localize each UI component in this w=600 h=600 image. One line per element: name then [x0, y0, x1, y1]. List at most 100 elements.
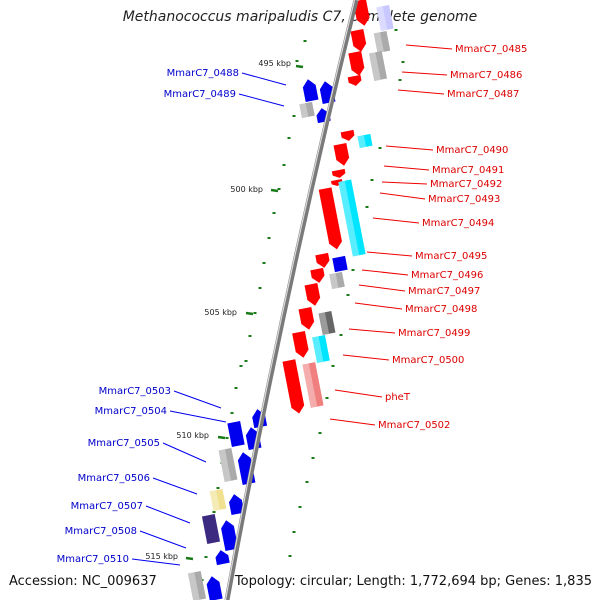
- gene-arrow-reverse[interactable]: [333, 142, 351, 167]
- major-tick: [295, 64, 304, 69]
- gene-label-forward[interactable]: MmarC7_0510: [57, 554, 129, 565]
- gene-arrow-reverse[interactable]: [310, 267, 325, 284]
- leader-line: [131, 558, 181, 566]
- gene-box[interactable]: [201, 514, 221, 544]
- leader-line: [381, 181, 428, 185]
- gene-label-reverse[interactable]: MmarC7_0491: [432, 165, 504, 176]
- gene-label-forward[interactable]: MmarC7_0505: [88, 438, 160, 449]
- gene-arrow-forward[interactable]: [214, 549, 230, 566]
- gene-arrow-reverse[interactable]: [340, 129, 356, 142]
- gene-box[interactable]: [357, 133, 373, 149]
- leader-line: [354, 302, 403, 310]
- gene-arrow-forward[interactable]: [205, 575, 223, 600]
- leader-line: [342, 354, 390, 361]
- gene-box[interactable]: [187, 571, 207, 600]
- gene-arrow-reverse[interactable]: [298, 306, 316, 331]
- leader-line: [372, 217, 420, 224]
- gene-box[interactable]: [218, 448, 238, 482]
- leader-line: [152, 477, 198, 495]
- gene-label-forward[interactable]: MmarC7_0503: [99, 386, 171, 397]
- gene-label-forward[interactable]: MmarC7_0507: [71, 501, 143, 512]
- leader-line: [379, 192, 426, 200]
- leader-line: [329, 418, 376, 426]
- gene-arrow-forward[interactable]: [220, 519, 239, 551]
- accession-text: Accession: NC_009637: [9, 574, 157, 589]
- gene-box[interactable]: [376, 4, 394, 32]
- leader-line: [405, 44, 453, 50]
- gene-arrow-reverse[interactable]: [292, 330, 310, 359]
- leader-line: [348, 328, 396, 334]
- gene-box[interactable]: [329, 271, 345, 290]
- scale-label: 515 kbp: [145, 552, 178, 561]
- gene-box[interactable]: [312, 334, 330, 364]
- gene-box[interactable]: [318, 310, 336, 336]
- leader-line: [385, 145, 434, 151]
- scale-label: 505 kbp: [204, 308, 237, 317]
- gene-label-reverse[interactable]: MmarC7_0498: [405, 304, 477, 315]
- gene-box[interactable]: [227, 420, 245, 448]
- gene-box[interactable]: [368, 51, 388, 81]
- scale-label: 500 kbp: [230, 185, 263, 194]
- gene-arrow-forward[interactable]: [228, 493, 245, 516]
- leader-line: [383, 165, 430, 171]
- gene-arrow-reverse[interactable]: [282, 359, 305, 414]
- gene-label-reverse[interactable]: MmarC7_0486: [450, 70, 522, 81]
- leader-line: [334, 389, 383, 398]
- gene-label-reverse[interactable]: MmarC7_0499: [398, 328, 470, 339]
- gene-label-reverse[interactable]: MmarC7_0494: [422, 218, 494, 229]
- gene-features: [187, 0, 394, 600]
- gene-box[interactable]: [373, 30, 391, 54]
- major-tick: [270, 188, 279, 193]
- leader-line: [173, 390, 222, 409]
- gene-label-reverse[interactable]: MmarC7_0493: [428, 194, 500, 205]
- leader-line: [401, 71, 448, 76]
- leader-line: [358, 284, 406, 292]
- gene-arrow-reverse[interactable]: [318, 187, 344, 250]
- gene-label-reverse[interactable]: pheT: [385, 392, 411, 403]
- gene-label-reverse[interactable]: MmarC7_0500: [392, 355, 464, 366]
- scale-label: 495 kbp: [258, 59, 291, 68]
- gene-arrow-reverse[interactable]: [348, 50, 365, 77]
- gene-label-reverse[interactable]: MmarC7_0487: [447, 89, 519, 100]
- gene-label-forward[interactable]: MmarC7_0506: [78, 473, 150, 484]
- gene-label-reverse[interactable]: MmarC7_0485: [455, 44, 527, 55]
- gene-box[interactable]: [338, 179, 366, 257]
- leader-line: [241, 72, 287, 86]
- leader-line: [145, 505, 191, 524]
- gene-label-forward[interactable]: MmarC7_0488: [167, 68, 239, 79]
- gene-arrow-reverse[interactable]: [347, 74, 363, 87]
- leader-line: [162, 442, 207, 463]
- leader-line: [361, 269, 409, 276]
- gene-label-forward[interactable]: MmarC7_0508: [65, 526, 137, 537]
- leader-line: [397, 89, 445, 95]
- scale-label: 510 kbp: [176, 431, 209, 440]
- backbone-line: [224, 0, 359, 600]
- leader-line: [169, 410, 227, 423]
- leader-line: [366, 251, 413, 257]
- gene-box[interactable]: [332, 255, 348, 273]
- major-tick: [245, 311, 254, 316]
- gene-label-reverse[interactable]: MmarC7_0490: [436, 145, 508, 156]
- major-tick: [185, 556, 194, 561]
- genome-backbone: [224, 0, 359, 600]
- gene-box[interactable]: [299, 101, 315, 119]
- gene-label-reverse[interactable]: MmarC7_0495: [415, 251, 487, 262]
- gene-arrow-reverse[interactable]: [315, 252, 330, 269]
- gene-label-reverse[interactable]: MmarC7_0497: [408, 286, 480, 297]
- gene-label-forward[interactable]: MmarC7_0489: [164, 89, 236, 100]
- tick-marks: 495 kbp 500 kbp 505 kbp 510 kbp 515 kbp: [145, 13, 405, 581]
- gene-arrow-forward[interactable]: [302, 78, 319, 103]
- gene-box[interactable]: [209, 488, 227, 512]
- gene-arrow-reverse[interactable]: [350, 28, 368, 53]
- topology-text: Topology: circular; Length: 1,772,694 bp…: [234, 574, 592, 589]
- gene-label-forward[interactable]: MmarC7_0504: [95, 406, 167, 417]
- gene-label-reverse[interactable]: MmarC7_0492: [430, 179, 502, 190]
- gene-box[interactable]: [302, 362, 324, 408]
- gene-label-reverse[interactable]: MmarC7_0502: [378, 420, 450, 431]
- gene-label-reverse[interactable]: MmarC7_0496: [411, 270, 483, 281]
- gene-arrow-reverse[interactable]: [331, 168, 346, 179]
- gene-labels: MmarC7_0488 MmarC7_0489 MmarC7_0503 MmarC7_…: [57, 44, 527, 566]
- gene-arrow-reverse[interactable]: [304, 282, 322, 307]
- gene-arrow-reverse[interactable]: [353, 0, 371, 27]
